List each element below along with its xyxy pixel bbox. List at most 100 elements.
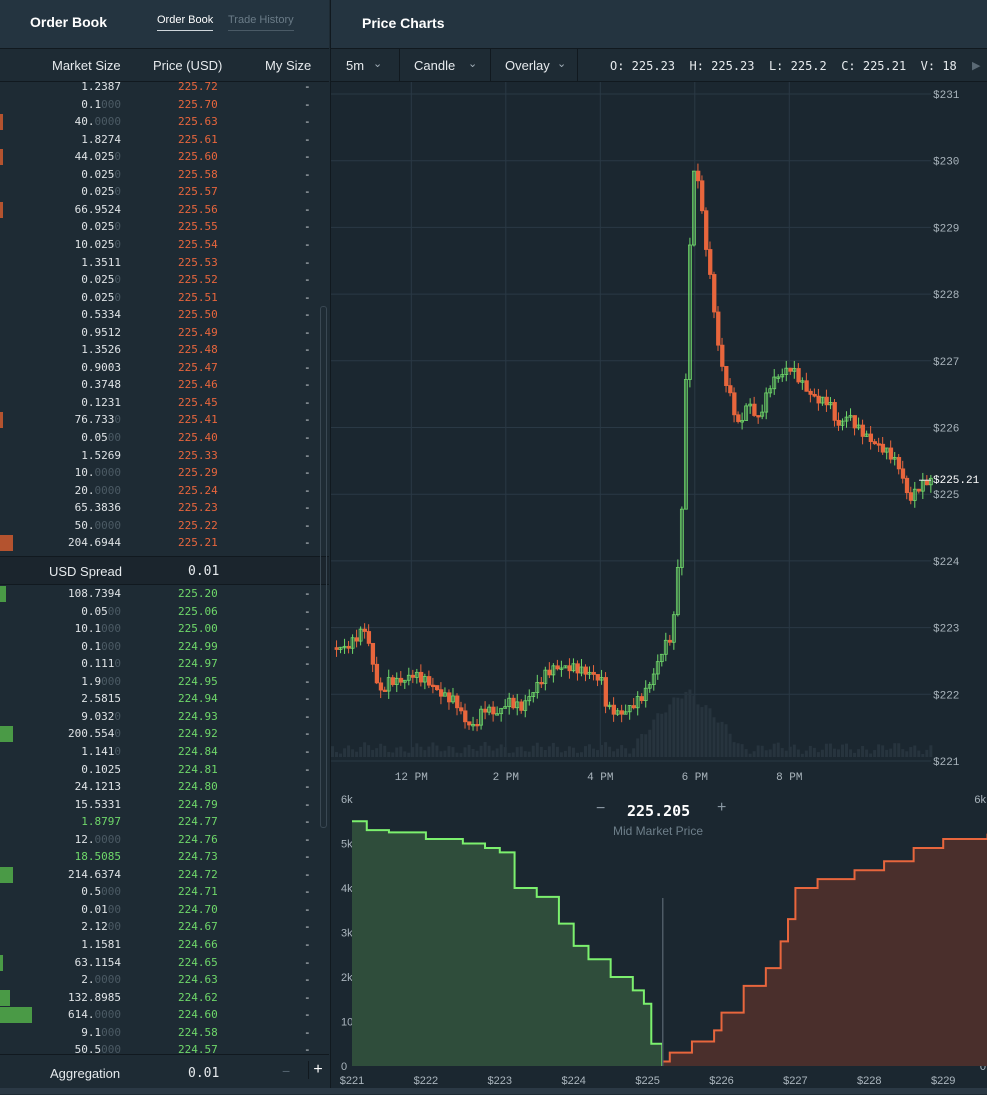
ask-row[interactable]: 50.0000 225.22 -	[0, 517, 320, 535]
ask-row[interactable]: 0.1231 225.45 -	[0, 394, 320, 412]
my-size: -	[304, 273, 311, 287]
volume-bar	[596, 750, 600, 757]
bid-row[interactable]: 1.9000 224.95 -	[0, 673, 320, 691]
volume-bar	[680, 698, 684, 757]
zoom-out-button[interactable]: −	[596, 800, 606, 817]
bid-row[interactable]: 10.1000 225.00 -	[0, 620, 320, 638]
bid-row[interactable]: 9.1000 224.58 -	[0, 1024, 320, 1042]
ask-row[interactable]: 0.0250 225.55 -	[0, 218, 320, 236]
ask-row[interactable]: 0.9003 225.47 -	[0, 359, 320, 377]
ask-row[interactable]: 0.1000 225.70 -	[0, 96, 320, 114]
ask-row[interactable]: 0.0250 225.57 -	[0, 183, 320, 201]
bid-row[interactable]: 15.5331 224.79 -	[0, 796, 320, 814]
ask-row[interactable]: 65.3836 225.23 -	[0, 499, 320, 517]
ask-row[interactable]: 0.3748 225.46 -	[0, 376, 320, 394]
candle-body	[808, 390, 813, 395]
volume-bar	[792, 744, 796, 757]
ask-row[interactable]: 44.0250 225.60 -	[0, 148, 320, 166]
market-size: 108.7394	[68, 587, 121, 600]
bid-row[interactable]: 9.0320 224.93 -	[0, 708, 320, 726]
candle-body	[820, 396, 825, 404]
bid-row[interactable]: 1.8797 224.77 -	[0, 813, 320, 831]
depth-chart[interactable]: 00100010002k2k3k3k4k4k5k5k6k6k$221$222$2…	[331, 790, 987, 1088]
bid-row[interactable]: 1.1410 224.84 -	[0, 743, 320, 761]
bid-row[interactable]: 50.5000 224.57 -	[0, 1041, 320, 1059]
candle-body	[780, 374, 785, 378]
my-size: -	[304, 466, 311, 480]
bid-row[interactable]: 0.0100 224.70 -	[0, 901, 320, 919]
bid-row[interactable]: 108.7394 225.20 -	[0, 585, 320, 603]
ask-row[interactable]: 0.5334 225.50 -	[0, 306, 320, 324]
ask-row[interactable]: 1.3526 225.48 -	[0, 341, 320, 359]
ask-row[interactable]: 0.0250 225.58 -	[0, 166, 320, 184]
my-size: -	[304, 780, 311, 794]
ask-row[interactable]: 10.0000 225.29 -	[0, 464, 320, 482]
ask-row[interactable]: 40.0000 225.63 -	[0, 113, 320, 131]
bid-row[interactable]: 132.8985 224.62 -	[0, 989, 320, 1007]
bid-row[interactable]: 0.1110 224.97 -	[0, 655, 320, 673]
depth-bar	[0, 412, 4, 429]
aggregation-decrease-button[interactable]: −	[282, 1063, 291, 1079]
column-my-size[interactable]: My Size	[265, 58, 312, 73]
ask-row[interactable]: 20.0000 225.24 -	[0, 482, 320, 500]
interval-dropdown[interactable]: 5m ⌄	[331, 49, 400, 81]
ask-row[interactable]: 0.9512 225.49 -	[0, 324, 320, 342]
bid-row[interactable]: 18.5085 224.73 -	[0, 848, 320, 866]
bid-row[interactable]: 2.1200 224.67 -	[0, 918, 320, 936]
chart-type-dropdown[interactable]: Candle ⌄	[399, 49, 491, 81]
bid-row[interactable]: 0.1025 224.81 -	[0, 761, 320, 779]
overlay-dropdown[interactable]: Overlay ⌄	[490, 49, 578, 81]
ask-row[interactable]: 1.8274 225.61 -	[0, 131, 320, 149]
bid-row[interactable]: 1.1581 224.66 -	[0, 936, 320, 954]
volume-bar	[383, 745, 387, 757]
bid-row[interactable]: 24.1213 224.80 -	[0, 778, 320, 796]
tab-order-book[interactable]: Order Book	[157, 14, 214, 31]
candle-body	[904, 477, 910, 494]
zoom-in-button[interactable]: +	[717, 799, 727, 816]
candlestick-chart[interactable]: $231 $230 $229 $228 $227 $226 $225 $224 $223 $222…	[331, 82, 987, 790]
candle-body	[631, 705, 637, 709]
ask-row[interactable]: 10.0250 225.54 -	[0, 236, 320, 254]
ask-row[interactable]: 66.9524 225.56 -	[0, 201, 320, 219]
ask-row[interactable]: 0.0250 225.51 -	[0, 289, 320, 307]
bid-row[interactable]: 63.1154 224.65 -	[0, 954, 320, 972]
price: 225.72	[178, 80, 218, 93]
depth-x-tick-label: $222	[414, 1075, 438, 1087]
bottom-scrollbar[interactable]	[0, 1088, 987, 1094]
my-size: -	[304, 115, 311, 129]
bid-row[interactable]: 0.0500 225.06 -	[0, 603, 320, 621]
volume-bar	[780, 748, 784, 757]
play-icon[interactable]: ▶	[972, 60, 981, 72]
volume-bar	[752, 751, 756, 757]
column-price[interactable]: Price (USD)	[153, 58, 223, 73]
volume-bar	[660, 713, 664, 757]
ask-row[interactable]: 1.3511 225.53 -	[0, 254, 320, 272]
bid-row[interactable]: 0.1000 224.99 -	[0, 638, 320, 656]
ask-row[interactable]: 1.2387 225.72 -	[0, 78, 320, 96]
column-market-size[interactable]: Market Size	[52, 58, 121, 73]
bid-row[interactable]: 2.5815 224.94 -	[0, 690, 320, 708]
ask-row[interactable]: 204.6944 225.21 -	[0, 534, 320, 552]
my-size: -	[304, 501, 311, 515]
ask-row[interactable]: 1.5269 225.33 -	[0, 447, 320, 465]
bid-row[interactable]: 614.0000 224.60 -	[0, 1006, 320, 1024]
depth-x-tick-label: $227	[783, 1075, 807, 1087]
bid-row[interactable]: 0.5000 224.71 -	[0, 883, 320, 901]
candle-body	[487, 706, 492, 713]
aggregation-increase-button[interactable]: +	[308, 1061, 327, 1079]
ask-row[interactable]: 0.0250 225.52 -	[0, 271, 320, 289]
ask-row[interactable]: 0.0500 225.40 -	[0, 429, 320, 447]
tab-trade-history[interactable]: Trade History	[228, 14, 294, 31]
order-book-scrollbar[interactable]	[320, 306, 327, 828]
bid-row[interactable]: 200.5540 224.92 -	[0, 725, 320, 743]
volume-bar	[885, 749, 889, 757]
bid-row[interactable]: 2.0000 224.63 -	[0, 971, 320, 989]
bid-row[interactable]: 214.6374 224.72 -	[0, 866, 320, 884]
ask-row[interactable]: 76.7330 225.41 -	[0, 411, 320, 429]
price: 224.71	[178, 885, 218, 899]
depth-bar	[0, 535, 13, 552]
volume-bar	[395, 747, 399, 757]
bid-row[interactable]: 12.0000 224.76 -	[0, 831, 320, 849]
depth-y-tick-left: 3k	[341, 928, 353, 940]
volume-bar	[688, 689, 692, 757]
